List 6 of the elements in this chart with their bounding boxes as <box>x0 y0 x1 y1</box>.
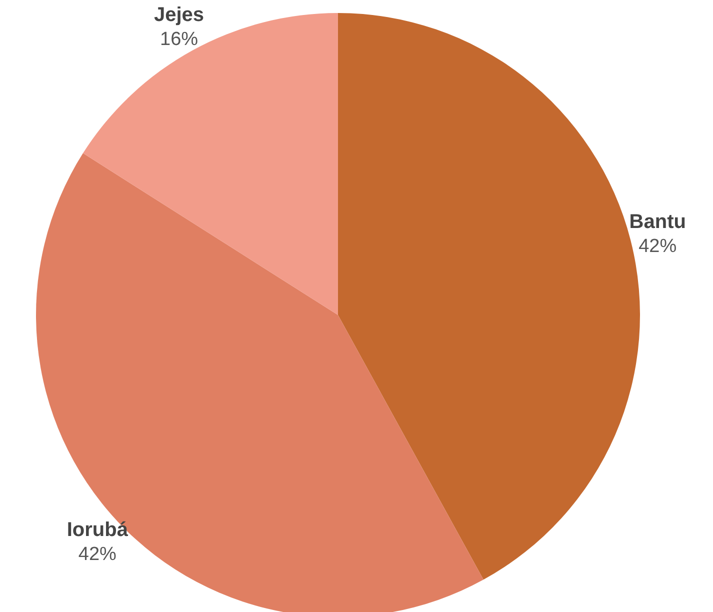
slice-label: Iorubá <box>66 518 129 541</box>
data-label: 42% <box>638 236 677 257</box>
slice-label: Bantu <box>629 210 686 233</box>
data-label: 42% <box>78 544 117 565</box>
data-label: 16% <box>160 28 198 50</box>
slice-label: Jejes <box>154 4 204 26</box>
